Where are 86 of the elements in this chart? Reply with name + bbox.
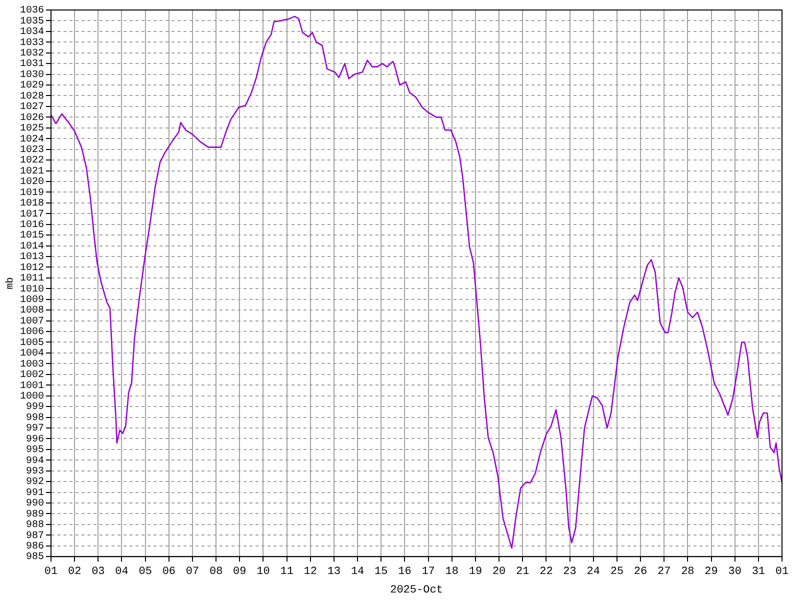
x-tick-label: 22 [540, 566, 553, 578]
x-tick-label: 21 [516, 566, 530, 578]
y-tick-label: 1018 [20, 198, 44, 210]
y-tick-label: 1020 [20, 177, 44, 188]
y-tick-label: 1017 [20, 209, 44, 220]
y-tick-label: 1019 [20, 188, 44, 199]
y-tick-label: 1015 [20, 230, 44, 242]
y-tick-label: 1025 [20, 124, 44, 135]
y-tick-label: 1000 [20, 391, 44, 402]
x-tick-label: 07 [186, 566, 200, 578]
y-tick-label: 992 [26, 477, 44, 488]
y-tick-label: 1016 [20, 220, 44, 231]
x-tick-label: 10 [256, 566, 270, 578]
y-tick-label: 1023 [20, 144, 44, 156]
x-tick-label: 14 [350, 566, 365, 578]
y-tick-label: 996 [26, 434, 44, 446]
y-tick-label: 1014 [20, 241, 44, 252]
y-tick-label: 1009 [20, 295, 44, 306]
y-tick-label: 1011 [20, 274, 44, 285]
y-tick-label: 994 [26, 456, 44, 467]
x-tick-label: 18 [445, 566, 458, 578]
y-tick-label: 1007 [20, 316, 44, 328]
y-tick-label: 1012 [20, 262, 44, 274]
x-tick-label: 16 [398, 566, 412, 578]
y-axis-title: mb [4, 277, 17, 290]
x-tick-label: 27 [657, 566, 671, 578]
x-tick-label: 15 [374, 566, 388, 578]
y-tick-label: 991 [26, 488, 44, 499]
x-tick-label: 19 [468, 566, 482, 578]
x-tick-label: 31 [752, 566, 766, 578]
y-tick-label: 995 [26, 445, 44, 456]
y-tick-label: 987 [26, 530, 44, 542]
x-tick-label: 24 [586, 566, 600, 578]
y-tick-label: 1024 [20, 134, 44, 146]
x-axis-title: 2025-Oct [390, 584, 443, 596]
y-tick-label: 1031 [20, 59, 44, 70]
y-tick-label: 990 [26, 498, 44, 510]
x-tick-label: 09 [233, 566, 246, 578]
x-tick-label: 11 [280, 566, 294, 578]
y-tick-label: 993 [26, 466, 44, 478]
x-tick-label: 25 [610, 566, 624, 578]
y-tick-label: 1026 [20, 112, 44, 124]
y-tick-label: 1022 [20, 156, 44, 167]
y-tick-label: 1034 [20, 27, 44, 38]
x-tick-label: 17 [422, 566, 435, 578]
y-tick-label: 1004 [20, 348, 44, 360]
x-tick-label: 03 [92, 566, 105, 578]
y-tick-label: 997 [26, 424, 44, 435]
y-tick-label: 1035 [20, 16, 44, 28]
y-tick-label: 1005 [20, 338, 44, 349]
y-tick-label: 986 [26, 542, 44, 553]
x-tick-label: 04 [115, 566, 129, 578]
x-tick-label: 20 [492, 566, 506, 578]
y-tick-label: 1003 [20, 359, 44, 370]
y-tick-label: 1001 [20, 380, 44, 392]
x-tick-label: 01 [775, 566, 789, 578]
x-tick-label: 01 [44, 566, 58, 578]
y-tick-label: 1008 [20, 306, 44, 317]
y-tick-label: 1010 [20, 284, 44, 296]
y-tick-label: 1029 [20, 80, 44, 92]
y-tick-label: 1002 [20, 370, 44, 382]
x-tick-label: 08 [209, 566, 223, 578]
y-tick-label: 998 [26, 412, 44, 424]
x-tick-label: 28 [681, 566, 694, 578]
x-tick-label: 30 [728, 566, 742, 578]
x-tick-label: 13 [327, 566, 341, 578]
y-tick-label: 1033 [20, 38, 44, 49]
x-tick-label: 23 [563, 566, 576, 578]
y-tick-label: 1032 [20, 48, 44, 60]
y-tick-label: 1030 [20, 70, 44, 81]
x-tick-label: 29 [704, 566, 718, 578]
x-tick-label: 12 [304, 566, 317, 578]
x-tick-label: 06 [162, 566, 176, 578]
y-tick-label: 988 [26, 520, 44, 532]
x-tick-label: 05 [138, 566, 152, 578]
y-tick-label: 1027 [20, 102, 44, 114]
x-tick-label: 26 [634, 566, 648, 578]
y-tick-label: 989 [26, 509, 44, 520]
y-tick-label: 985 [26, 552, 44, 564]
y-tick-label: 1036 [20, 6, 44, 17]
y-tick-label: 1013 [20, 252, 44, 264]
x-tick-label: 02 [68, 566, 82, 578]
y-tick-label: 1028 [20, 91, 44, 102]
y-tick-label: 1006 [20, 327, 44, 338]
y-tick-label: 999 [26, 402, 44, 414]
y-tick-label: 1021 [20, 166, 44, 178]
